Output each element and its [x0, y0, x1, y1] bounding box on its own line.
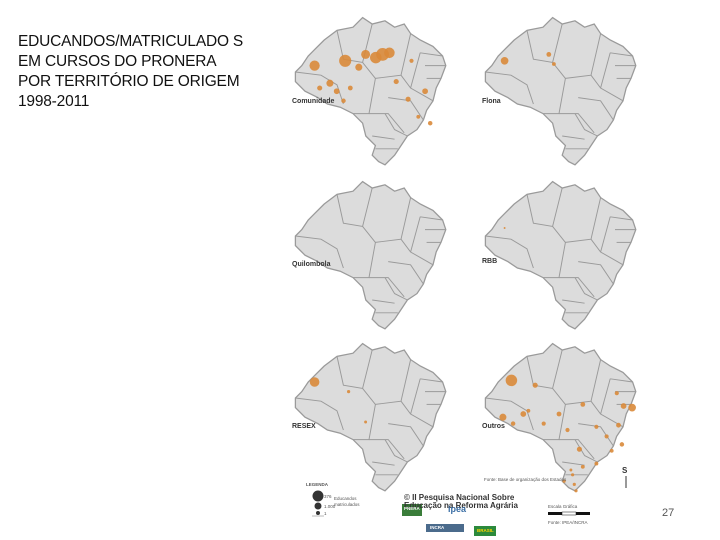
map-dot	[393, 79, 399, 85]
map-dot	[427, 120, 433, 126]
map-dot	[347, 390, 351, 394]
scale-bar	[548, 511, 590, 516]
map-dot	[361, 49, 371, 59]
map-dot	[326, 79, 334, 87]
map-dot	[347, 85, 353, 91]
map-dot	[551, 62, 556, 66]
map-label-comunidade: Comunidade	[292, 98, 335, 105]
map-label-flona: Flona	[482, 98, 501, 105]
map-dot	[619, 442, 625, 447]
footer-logos	[402, 504, 496, 536]
map-dot	[541, 421, 546, 426]
map-dot	[355, 63, 363, 71]
map-dot	[576, 446, 582, 452]
footer-title: © II Pesquisa Nacional Sobre Educação na…	[404, 494, 518, 510]
slide-title: EDUCANDOS/MATRICULADO S EM CURSOS DO PRO…	[18, 33, 244, 110]
map-dot	[526, 408, 531, 413]
map-dot	[333, 88, 340, 95]
map-flona	[484, 16, 637, 166]
map-resex	[294, 342, 447, 492]
map-label-quilombola: Quilombola	[292, 261, 331, 268]
brazil-outline	[294, 180, 447, 330]
map-dot	[500, 56, 509, 65]
logo-ipea: ipea	[448, 504, 467, 514]
legend-value-3: 1	[324, 511, 327, 516]
map-dot	[569, 468, 573, 472]
map-dot	[339, 54, 352, 67]
map-rbb	[484, 180, 637, 330]
brazil-outline	[484, 16, 637, 166]
map-dot	[499, 413, 507, 421]
brazil-outline	[484, 342, 637, 492]
footer-source: Fonte: IPEA/INCRA	[548, 520, 588, 525]
legend-value-2: 1.000	[324, 504, 336, 509]
north-label: S	[622, 466, 628, 475]
map-dot	[309, 60, 320, 71]
map-dot	[565, 427, 570, 433]
map-dot	[364, 420, 368, 424]
map-dot	[405, 96, 411, 102]
footer-title-line2: Educação na Reforma Agrária	[404, 501, 518, 510]
map-dot	[416, 114, 421, 119]
map-dot	[572, 482, 576, 486]
map-dot	[520, 411, 527, 417]
map-dot	[571, 473, 575, 477]
map-dot	[341, 98, 346, 104]
map-label-resex: RESEX	[292, 423, 316, 430]
map-dot	[580, 402, 586, 407]
map-dot	[574, 489, 578, 493]
brazil-outline	[294, 342, 447, 492]
map-dot	[562, 479, 566, 483]
legend-item-1: Educandos	[334, 496, 357, 501]
map-dot	[594, 424, 599, 429]
map-label-outros: Outros	[482, 423, 505, 430]
footer-title-line1: © II Pesquisa Nacional Sobre	[404, 493, 515, 502]
map-comunidade	[294, 16, 447, 166]
map-dot	[604, 434, 609, 439]
map-dot	[503, 227, 506, 229]
map-dot	[614, 391, 619, 396]
map-dot	[628, 403, 636, 412]
map-dot	[594, 461, 599, 466]
logo-incra: INCRA	[430, 525, 445, 530]
footer-note: Fonte: Base de organização dos Estados	[484, 477, 567, 482]
map-dot	[609, 448, 614, 453]
legend-item-2: matriculados	[334, 502, 360, 507]
map-dot	[384, 47, 395, 59]
legend-value-1: 376	[324, 494, 332, 499]
map-dot	[532, 382, 538, 388]
legend-symbols	[312, 490, 324, 517]
map-dot	[317, 85, 323, 91]
map-dot	[616, 422, 621, 428]
map-dot	[556, 411, 562, 417]
scale-label: Escala Gráfica	[548, 504, 578, 509]
map-dot	[580, 464, 585, 469]
map-quilombola	[294, 180, 447, 330]
page-number: 27	[662, 507, 675, 519]
map-dot	[620, 403, 627, 409]
map-dot	[422, 88, 428, 95]
logo-brasil: BRASIL	[477, 528, 494, 533]
map-dot	[309, 377, 320, 387]
map-dot	[546, 52, 552, 57]
logo-pnera: PNERA	[404, 506, 420, 511]
brazil-outline	[484, 180, 637, 330]
map-dot	[505, 374, 518, 387]
map-label-rbb: RBB	[482, 258, 498, 265]
legend-title: LEGENDA	[306, 482, 329, 487]
map-dot	[409, 58, 414, 63]
map-dot	[510, 421, 516, 426]
map-outros	[484, 342, 637, 493]
